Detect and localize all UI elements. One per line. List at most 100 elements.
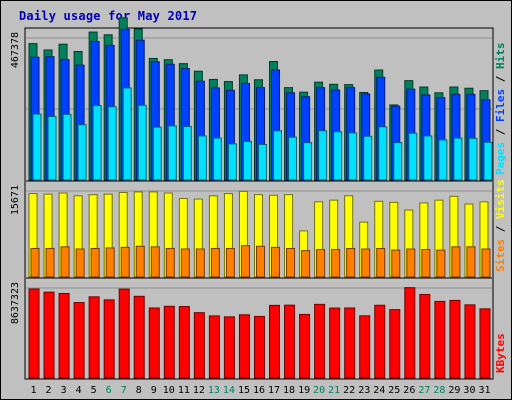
kbytes-bar: [404, 287, 416, 379]
x-tick-label: 9: [151, 385, 157, 396]
sites-bar: [361, 248, 371, 278]
kbytes-bar: [193, 312, 205, 379]
x-tick-label: 24: [373, 385, 385, 396]
sites-bar: [331, 249, 341, 278]
x-tick-label: 22: [343, 385, 355, 396]
kbytes-bar: [299, 313, 311, 379]
sites-bar: [75, 248, 85, 278]
kbytes-bar: [464, 304, 476, 379]
kbytes-bar: [208, 315, 220, 379]
pages-bar: [303, 142, 313, 181]
sites-bar: [271, 246, 281, 278]
x-tick-label: 26: [403, 385, 415, 396]
sites-bar: [406, 248, 416, 278]
legend-entry: Visits: [494, 179, 507, 219]
kbytes-bar: [148, 307, 160, 379]
x-tick-label: 3: [61, 385, 67, 396]
pages-bar: [468, 137, 478, 181]
kbytes-bar: [58, 292, 70, 379]
x-tick-label: 31: [478, 385, 490, 396]
sites-bar: [391, 249, 401, 278]
sites-bar: [436, 249, 446, 278]
kbytes-bar: [223, 316, 235, 379]
legend-entry: /: [494, 122, 507, 142]
legend-entry: Hits: [494, 43, 507, 70]
pages-bar: [408, 132, 418, 181]
kbytes-bar: [88, 296, 100, 379]
x-tick-label: 21: [328, 385, 340, 396]
kbytes-bar: [419, 293, 431, 379]
kbytes-bar: [133, 295, 145, 379]
kbytes-bar: [434, 300, 446, 379]
kbytes-bar: [178, 306, 190, 379]
legend-entry: /: [494, 69, 507, 89]
sites-bar: [421, 249, 431, 278]
pages-bar: [378, 126, 388, 181]
pages-bar: [348, 132, 358, 181]
x-tick-label: 8: [136, 385, 142, 396]
sites-bar: [195, 248, 205, 278]
sites-bar: [105, 247, 115, 278]
x-tick-label: 30: [463, 385, 475, 396]
kbytes-bar: [238, 314, 250, 379]
sites-bar: [120, 246, 130, 278]
legend-entry: KBytes: [494, 333, 507, 373]
kbytes-bar: [449, 299, 461, 379]
sites-bar: [451, 246, 461, 278]
legend-visits: Sites / Visits: [494, 179, 507, 272]
x-tick-label: 17: [268, 385, 280, 396]
x-tick-label: 16: [253, 385, 265, 396]
pages-bar: [32, 113, 42, 181]
pages-bar: [453, 137, 463, 181]
x-tick-label: 4: [76, 385, 82, 396]
pages-bar: [167, 125, 177, 181]
y-axis-max-label: 467378: [10, 32, 21, 68]
kbytes-bar: [103, 299, 115, 379]
sites-bar: [165, 247, 175, 278]
x-tick-label: 2: [46, 385, 52, 396]
kbytes-bar: [284, 304, 296, 379]
chart-title: Daily usage for May 2017: [19, 9, 198, 23]
x-tick-label: 20: [313, 385, 325, 396]
pages-bar: [92, 105, 102, 181]
kbytes-bar: [43, 291, 55, 379]
sites-bar: [30, 247, 40, 278]
x-tick-label: 28: [433, 385, 445, 396]
legend-hits: Pages / Files / Hits: [494, 43, 507, 176]
sites-bar: [225, 247, 235, 278]
sites-bar: [135, 245, 145, 278]
x-tick-label: 10: [163, 385, 175, 396]
x-tick-label: 19: [298, 385, 310, 396]
pages-bar: [122, 87, 132, 181]
x-tick-label: 12: [193, 385, 205, 396]
sites-bar: [255, 245, 265, 278]
pages-bar: [182, 126, 192, 181]
sites-bar: [210, 247, 220, 278]
x-tick-label: 18: [283, 385, 295, 396]
pages-bar: [77, 124, 87, 181]
plot-border: [24, 27, 494, 380]
x-tick-label: 11: [178, 385, 190, 396]
pages-bar: [363, 135, 373, 181]
sites-bar: [466, 246, 476, 278]
kbytes-bar: [479, 308, 491, 379]
x-tick-label: 23: [358, 385, 370, 396]
sites-bar: [60, 246, 70, 278]
pages-bar: [62, 113, 72, 181]
sites-bar: [481, 248, 491, 278]
pages-bar: [318, 130, 328, 181]
kbytes-bar: [329, 307, 341, 379]
kbytes-bar: [344, 307, 356, 379]
pages-bar: [393, 142, 403, 181]
pages-bar: [242, 140, 252, 181]
pages-bar: [438, 139, 448, 181]
x-tick-label: 7: [121, 385, 127, 396]
pages-bar: [107, 106, 117, 181]
y-axis-max-label: 15671: [10, 185, 21, 215]
kbytes-bar: [314, 303, 326, 379]
x-tick-label: 29: [448, 385, 460, 396]
pages-bar: [333, 131, 343, 181]
x-tick-label: 6: [106, 385, 112, 396]
x-tick-label: 27: [418, 385, 430, 396]
